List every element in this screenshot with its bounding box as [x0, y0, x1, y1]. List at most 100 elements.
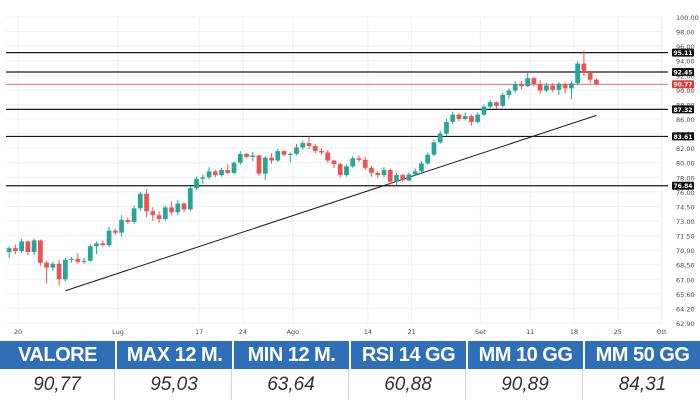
candle-body	[537, 84, 543, 91]
candle-body	[362, 159, 368, 168]
stat-mm-50gg: MM 50 GG 84,31	[585, 341, 700, 400]
candle-body	[581, 63, 587, 74]
candle-body	[531, 78, 537, 85]
y-tick-label: 78.00	[676, 174, 695, 182]
x-tick-label: 11	[526, 328, 534, 336]
candle-body	[94, 243, 99, 247]
level-label: 90.77	[674, 82, 693, 89]
candle-body	[587, 73, 593, 80]
candle-body	[337, 164, 343, 176]
candle-body	[200, 177, 206, 179]
candle-body	[31, 240, 37, 253]
level-badge	[672, 48, 694, 57]
candle-body	[550, 85, 556, 90]
y-tick-label: 92.00	[676, 72, 695, 80]
candle-body	[300, 143, 306, 148]
stat-value: 95,03	[117, 369, 232, 400]
candle-body	[437, 133, 443, 143]
stat-mm-10gg: MM 10 GG 90,89	[468, 341, 583, 400]
candle-body	[319, 151, 324, 153]
candle-body	[594, 79, 599, 85]
stat-value: 84,31	[618, 373, 667, 395]
trend-line	[65, 114, 597, 292]
candle-body	[406, 174, 412, 181]
candle-body	[62, 259, 68, 280]
candle-body	[219, 170, 224, 176]
candle-body	[119, 220, 124, 233]
y-tick-label: 71.50	[676, 233, 695, 241]
stat-max-12m: MAX 12 M. 95,03	[117, 341, 232, 400]
candle-body	[250, 155, 256, 157]
x-tick-label: Lug	[112, 328, 124, 336]
candle-body	[112, 230, 118, 233]
candle-body	[381, 170, 387, 176]
candle-body	[87, 246, 93, 261]
candle-body	[262, 157, 268, 174]
stat-value: 90,89	[468, 369, 583, 400]
candle-body	[144, 193, 149, 212]
candle-body	[444, 121, 449, 134]
candle-body	[512, 84, 518, 91]
candle-body	[12, 248, 18, 252]
candle-body	[56, 263, 62, 280]
candle-body	[19, 241, 24, 252]
candle-body	[462, 116, 468, 119]
candle-body	[431, 142, 437, 155]
x-tick-label: 20	[14, 328, 22, 336]
y-tick-label: 86.00	[676, 116, 695, 124]
x-tick-label: Set	[475, 328, 486, 336]
candle-body	[106, 230, 112, 246]
candle-body	[456, 114, 462, 119]
stat-label: VALORE	[0, 341, 115, 369]
candle-body	[50, 263, 56, 268]
level-label: 87.32	[674, 107, 693, 114]
candle-body	[481, 106, 487, 115]
candle-body	[275, 151, 281, 161]
candle-body	[156, 215, 162, 220]
stat-value: 63,64	[234, 369, 349, 400]
stat-label: MAX 12 M.	[117, 341, 232, 369]
y-tick-label: 64.20	[676, 305, 695, 313]
candle-body	[394, 175, 399, 182]
candle-body	[237, 153, 243, 163]
stats-table: VALORE 90,77 MAX 12 M. 95,03 MIN 12 M. 6…	[0, 341, 700, 400]
stat-label: RSI 14 GG	[351, 341, 466, 369]
candle-body	[6, 248, 12, 253]
candle-body	[44, 262, 49, 268]
candle-body	[469, 116, 474, 122]
candle-body	[256, 155, 262, 174]
y-tick-label: 74.50	[676, 203, 695, 211]
candle-body	[487, 102, 493, 107]
price-chart: 100.0098.0096.0094.0092.0090.0088.0086.0…	[6, 14, 699, 336]
candle-body	[325, 152, 331, 161]
y-tick-label: 82.00	[676, 145, 695, 153]
candle-body	[231, 162, 237, 173]
level-badge	[672, 105, 694, 114]
level-badge	[672, 80, 694, 89]
candle-body	[525, 78, 531, 87]
candle-body	[125, 220, 131, 222]
candle-body	[194, 178, 199, 189]
candle-body	[25, 241, 31, 253]
x-tick-label: 21	[407, 328, 415, 336]
x-tick-label: 17	[195, 328, 203, 336]
stat-value: 60,88	[351, 369, 466, 400]
x-tick-label: Ott	[656, 328, 667, 336]
level-label: 76.84	[674, 183, 693, 190]
candle-body	[100, 243, 106, 246]
candle-body	[131, 208, 137, 222]
candle-body	[494, 102, 499, 106]
y-tick-label: 62.90	[676, 320, 695, 328]
candlestick-chart: 100.0098.0096.0094.0092.0090.0088.0086.0…	[6, 14, 699, 336]
candle-body	[312, 145, 318, 152]
y-tick-label: 94.00	[676, 58, 695, 66]
candle-body	[375, 172, 381, 176]
candle-body	[450, 114, 456, 122]
y-tick-label: 80.00	[676, 160, 695, 168]
stat-rsi-14gg: RSI 14 GG 60,88	[351, 341, 466, 400]
y-tick-label: 76.00	[676, 189, 695, 197]
candle-body	[150, 211, 156, 216]
y-tick-label: 96.00	[676, 43, 695, 51]
candle-body	[294, 147, 299, 154]
candle-body	[331, 160, 337, 165]
